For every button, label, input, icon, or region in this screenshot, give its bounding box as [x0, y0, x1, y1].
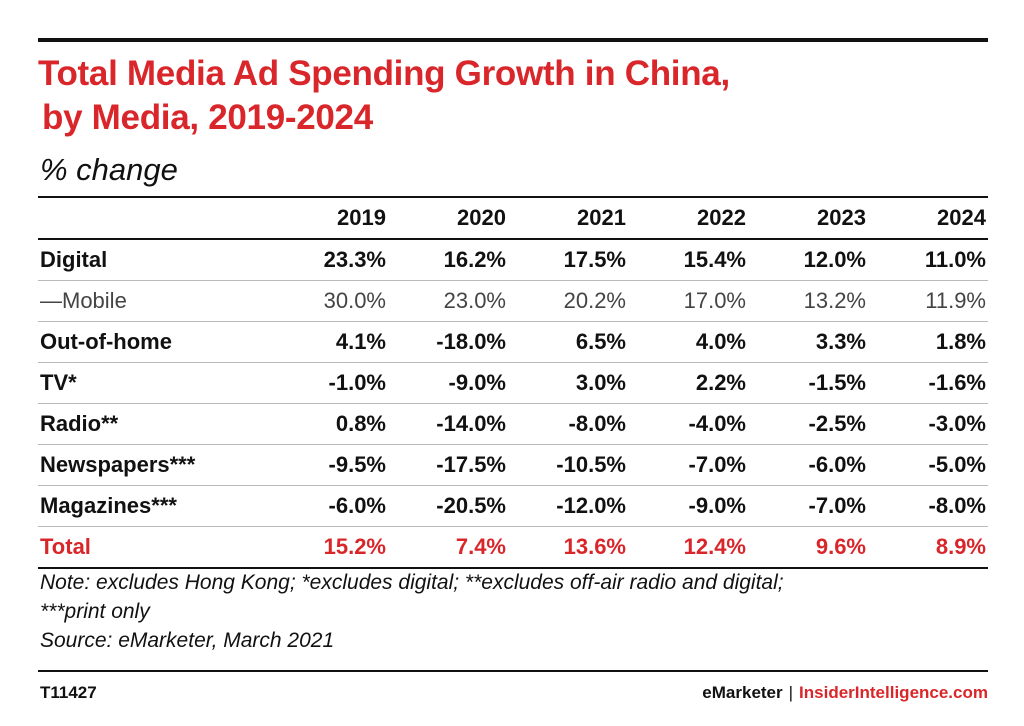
table-cell: -18.0% — [436, 329, 506, 354]
table-cell: -9.0% — [688, 493, 746, 518]
table-cell: 11.0% — [924, 247, 986, 272]
data-table: 2019 2020 2021 2022 2023 2024 Digital 23.3% 16.… — [38, 196, 988, 569]
table-cell: 4.0% — [695, 329, 746, 354]
chart-card: Total Media Ad Spending Growth in China,… — [38, 38, 988, 706]
row-label: Newspapers*** — [40, 452, 196, 477]
header-row: 2019 2020 2021 2022 2023 2024 — [38, 197, 988, 239]
table-cell: 23.3% — [323, 247, 386, 272]
table-cell: 12.0% — [803, 247, 866, 272]
table-cell: -6.0% — [808, 452, 866, 477]
brand-insider-intelligence: InsiderIntelligence.com — [799, 683, 988, 702]
column-header-2024: 2024 — [937, 205, 986, 230]
table-header: 2019 2020 2021 2022 2023 2024 — [38, 197, 988, 239]
footer: T11427 eMarketer | InsiderIntelligence.com — [38, 680, 988, 706]
table-cell: 15.4% — [683, 247, 746, 272]
table-cell: -1.6% — [928, 370, 986, 395]
brand-emarketer: eMarketer — [702, 683, 783, 702]
header-corner — [38, 197, 268, 239]
table-row-newspapers: Newspapers*** -9.5% -17.5% -10.5% -7.0% -6.0%… — [38, 445, 988, 486]
table-cell: -20.5% — [436, 493, 506, 518]
chart-title: Total Media Ad Spending Growth in China,… — [38, 52, 988, 140]
table-cell: 2.2% — [695, 370, 746, 395]
row-label: Out-of-home — [40, 329, 172, 354]
table-cell: -3.0% — [928, 411, 986, 436]
row-label: Total — [40, 534, 91, 559]
table-cell: -9.5% — [328, 452, 386, 477]
chart-id: T11427 — [40, 683, 97, 702]
table-row-radio: Radio** 0.8% -14.0% -8.0% -4.0% -2.5% -3.0% — [38, 404, 988, 445]
table-cell: 0.8% — [335, 411, 386, 436]
column-header-2021: 2021 — [577, 205, 626, 230]
row-label: Radio** — [40, 411, 119, 436]
table-cell: 13.2% — [803, 288, 866, 313]
table-cell: -12.0% — [556, 493, 626, 518]
table-row-digital: Digital 23.3% 16.2% 17.5% 15.4% 12.0% 11.0% — [38, 239, 988, 281]
table-cell: -7.0% — [688, 452, 746, 477]
chart-subtitle: % change — [40, 152, 178, 187]
chart-title-line-1: Total Media Ad Spending Growth in China, — [38, 54, 730, 93]
table-cell: -8.0% — [568, 411, 626, 436]
table-cell: 3.3% — [815, 329, 866, 354]
table-cell: 1.8% — [935, 329, 986, 354]
notes: Note: excludes Hong Kong; *excludes digi… — [40, 568, 980, 655]
table-cell: 17.0% — [683, 288, 746, 313]
source-line: Source: eMarketer, March 2021 — [40, 629, 335, 652]
table-cell: -9.0% — [448, 370, 506, 395]
table-body: Digital 23.3% 16.2% 17.5% 15.4% 12.0% 11.0% —Mo… — [38, 239, 988, 568]
table-row-tv: TV* -1.0% -9.0% 3.0% 2.2% -1.5% -1.6% — [38, 363, 988, 404]
table-cell: -10.5% — [556, 452, 626, 477]
table-row-out-of-home: Out-of-home 4.1% -18.0% 6.5% 4.0% 3.3% 1.8% — [38, 322, 988, 363]
table-cell: 23.0% — [443, 288, 506, 313]
table-cell: -4.0% — [688, 411, 746, 436]
column-header-2023: 2023 — [817, 205, 866, 230]
column-header-2019: 2019 — [337, 205, 386, 230]
table-cell: -2.5% — [808, 411, 866, 436]
table-cell: 17.5% — [563, 247, 626, 272]
row-label: —Mobile — [40, 288, 127, 313]
table-cell: 30.0% — [323, 288, 386, 313]
table-cell: 16.2% — [443, 247, 506, 272]
table-cell: -7.0% — [808, 493, 866, 518]
table-row-magazines: Magazines*** -6.0% -20.5% -12.0% -9.0% -7.0% -… — [38, 486, 988, 527]
table-cell: 20.2% — [563, 288, 626, 313]
brand-block: eMarketer | InsiderIntelligence.com — [702, 680, 988, 706]
table-row-mobile: —Mobile 30.0% 23.0% 20.2% 17.0% 13.2% 11.9% — [38, 281, 988, 322]
chart-title-line-2: by Media, 2019-2024 — [42, 98, 373, 137]
row-label: Magazines*** — [40, 493, 177, 518]
note-line-2: ***print only — [40, 600, 150, 623]
table-cell: 3.0% — [575, 370, 626, 395]
table-cell: -6.0% — [328, 493, 386, 518]
row-label: TV* — [40, 370, 77, 395]
table-cell: 6.5% — [575, 329, 626, 354]
table-cell: 9.6% — [815, 534, 866, 559]
brand-separator: | — [788, 683, 794, 702]
data-table-container: 2019 2020 2021 2022 2023 2024 Digital 23.3% 16.… — [38, 196, 988, 569]
table-row-total: Total 15.2% 7.4% 13.6% 12.4% 9.6% 8.9% — [38, 527, 988, 568]
table-cell: -1.5% — [808, 370, 866, 395]
table-cell: 15.2% — [323, 534, 386, 559]
row-label: Digital — [40, 247, 108, 272]
table-cell: 4.1% — [335, 329, 386, 354]
table-cell: 12.4% — [683, 534, 746, 559]
table-cell: -5.0% — [928, 452, 986, 477]
table-cell: 7.4% — [455, 534, 506, 559]
column-header-2020: 2020 — [457, 205, 506, 230]
table-cell: -14.0% — [436, 411, 506, 436]
column-header-2022: 2022 — [697, 205, 746, 230]
table-cell: 8.9% — [935, 534, 986, 559]
footer-rule — [38, 670, 988, 672]
table-cell: -17.5% — [436, 452, 506, 477]
note-line-1: Note: excludes Hong Kong; *excludes digi… — [40, 571, 784, 594]
top-rule — [38, 38, 988, 42]
table-cell: 13.6% — [563, 534, 626, 559]
table-cell: -1.0% — [328, 370, 386, 395]
table-cell: 11.9% — [925, 288, 986, 313]
table-cell: -8.0% — [928, 493, 986, 518]
